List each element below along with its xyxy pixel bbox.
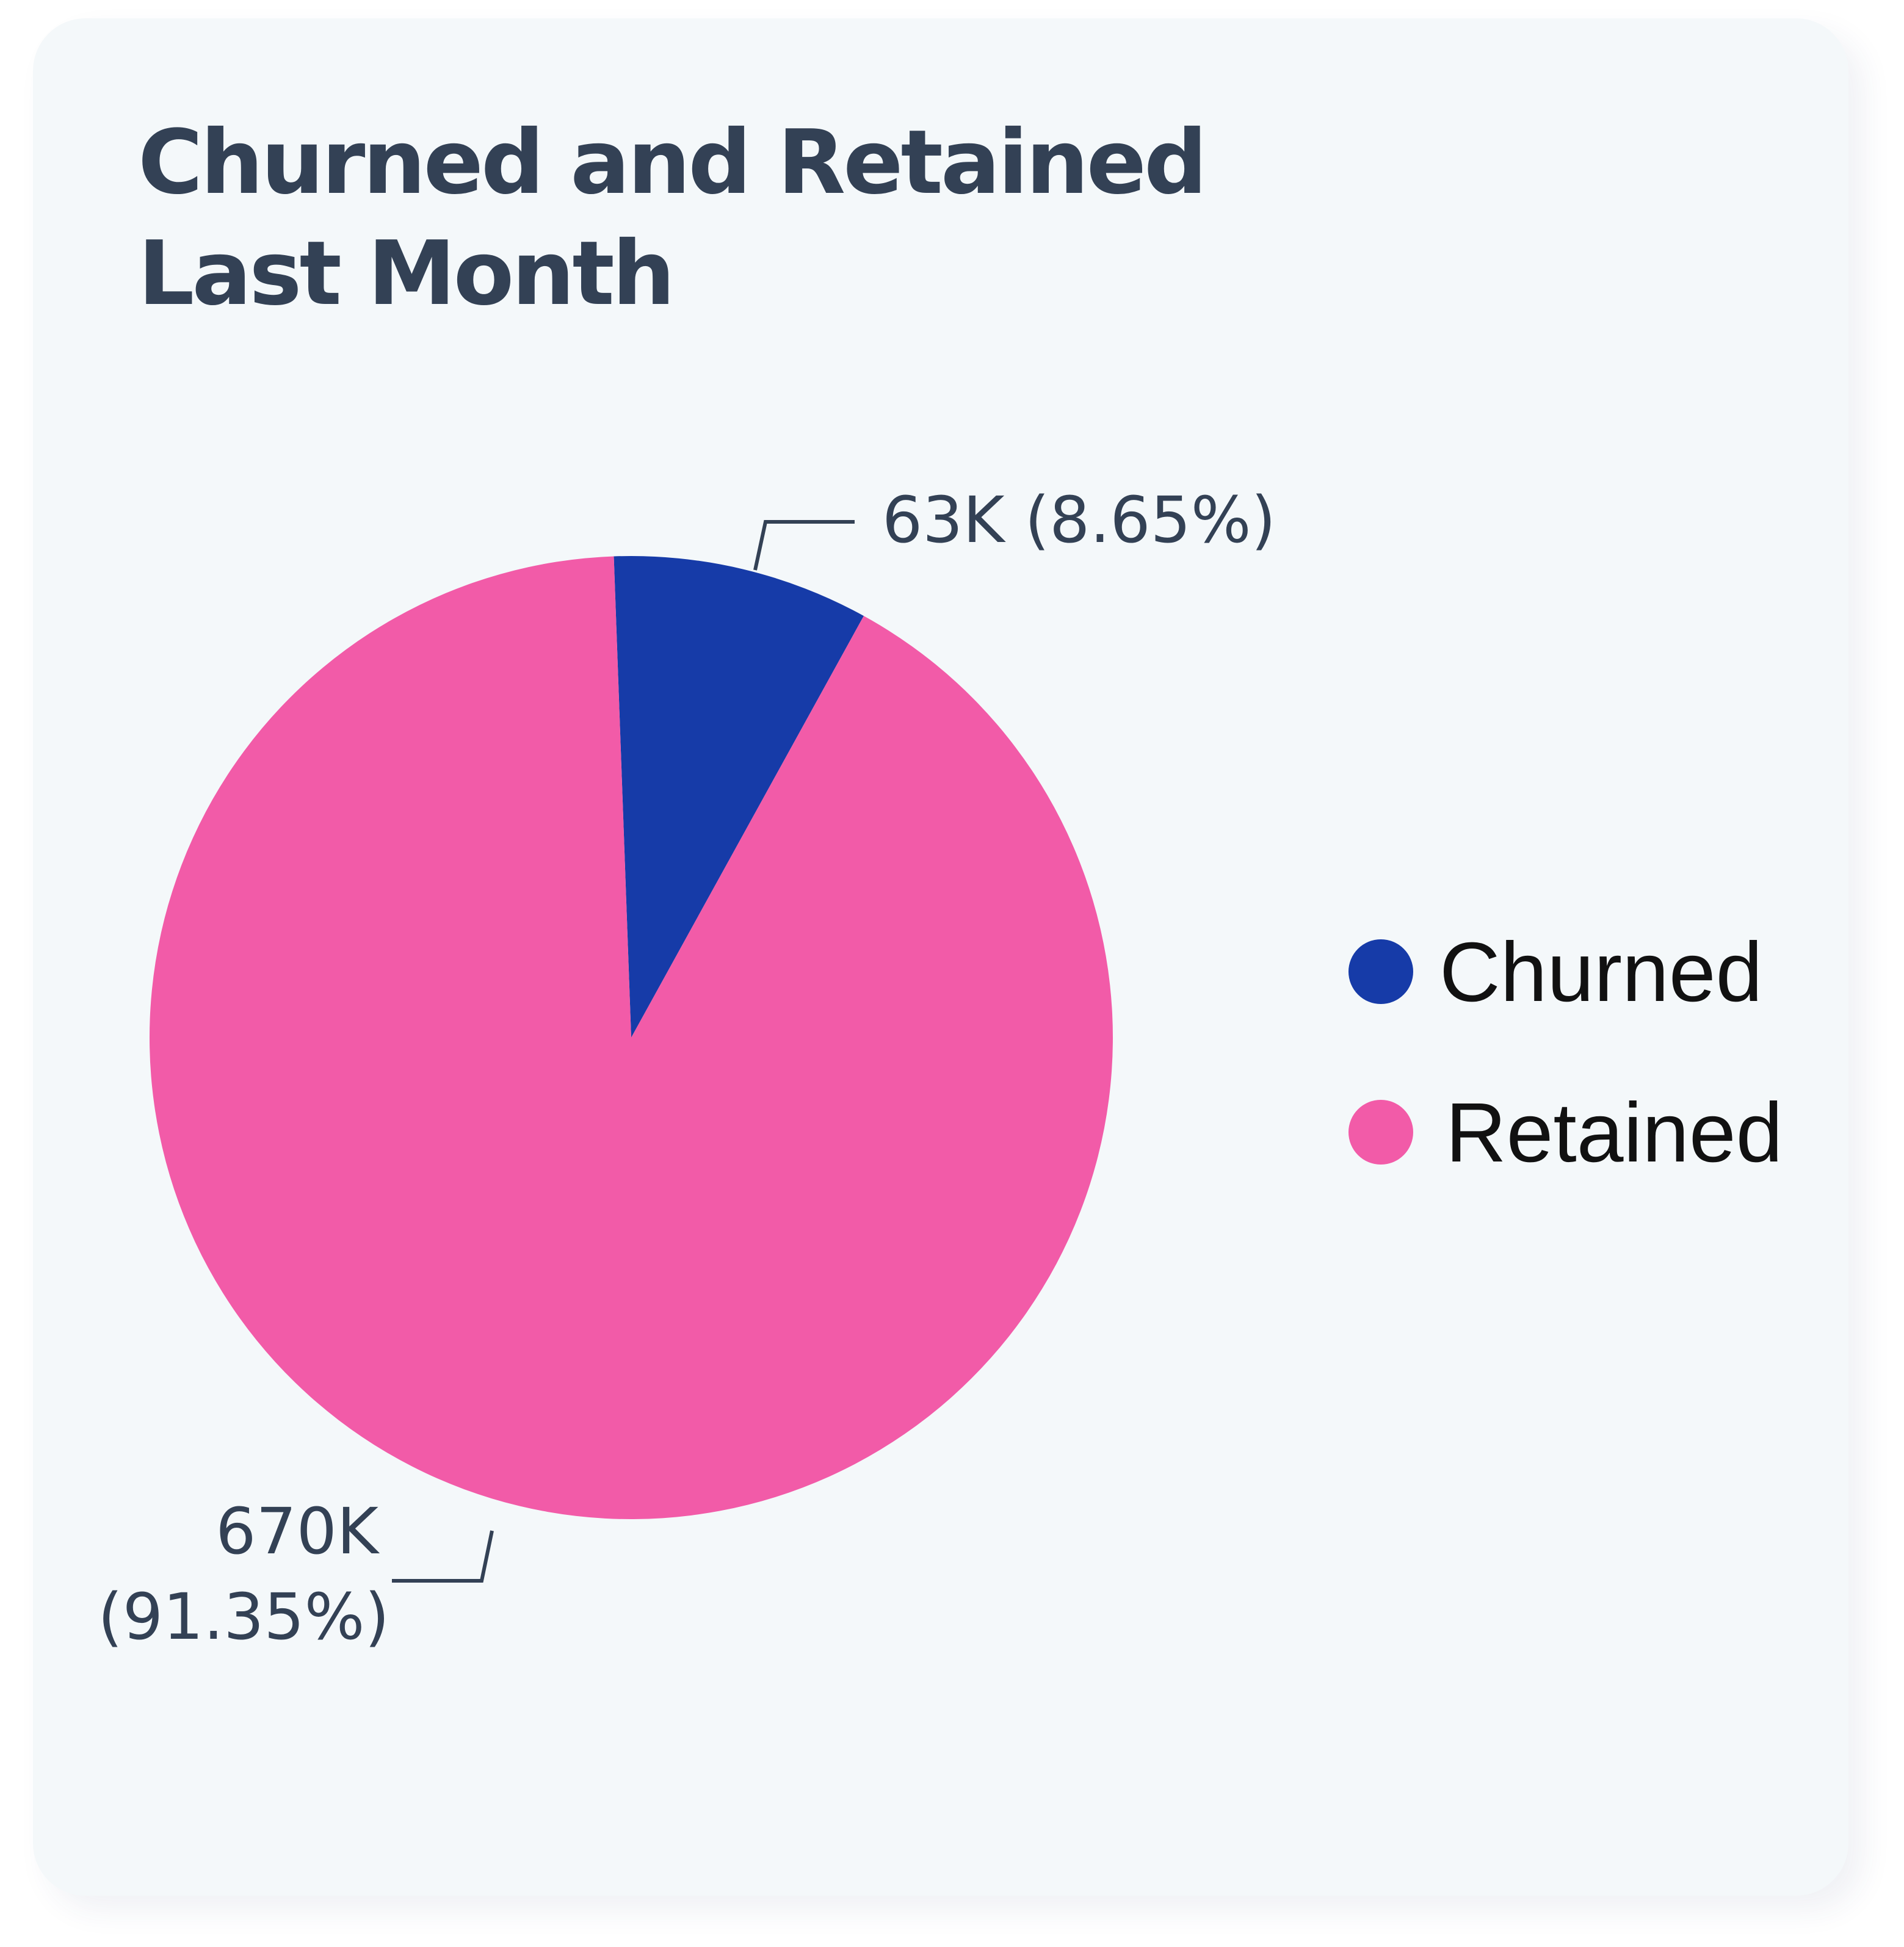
retained-data-label: 670K: [215, 1494, 380, 1569]
churned-leader-line: [753, 520, 855, 571]
chart-title-line-2: Last Month: [138, 222, 675, 325]
retained-leader-line: [392, 1530, 494, 1583]
pie-slice-churned: [614, 555, 864, 1038]
pie-slices: [149, 555, 1113, 1519]
churned-data-label: 63K (8.65%): [882, 483, 1276, 557]
retained-data-label-percent: (91.35%): [98, 1580, 389, 1654]
chart-title: Churned and Retained Last Month: [138, 107, 1481, 330]
retained-callout: 670K (91.35%): [98, 1494, 494, 1654]
chart-title-line-1: Churned and Retained: [138, 111, 1207, 214]
churned-callout: 63K (8.65%): [753, 483, 1276, 571]
legend-label-retained: Retained: [1446, 1086, 1783, 1180]
legend-swatch-churned: [1348, 939, 1413, 1004]
legend-label-churned: Churned: [1439, 925, 1762, 1019]
chart-legend: Churned Retained: [1348, 925, 1783, 1180]
pie-slice-retained: [149, 556, 1113, 1519]
legend-swatch-retained: [1348, 1100, 1413, 1165]
